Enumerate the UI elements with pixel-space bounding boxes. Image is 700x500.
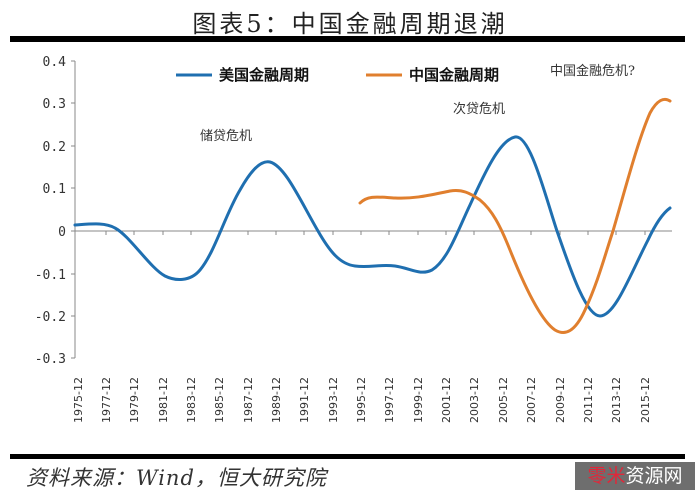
annotation-subprime-crisis: 次贷危机: [453, 101, 505, 117]
x-tick-label: 1983-12: [185, 377, 198, 423]
x-tick-label: 1985-12: [213, 377, 226, 423]
x-tick-label: 1979-12: [128, 377, 141, 423]
legend-label-us: 美国金融周期: [219, 66, 309, 84]
title-rule: [10, 36, 685, 42]
x-tick-label: 1999-12: [412, 377, 425, 423]
y-tick-label: 0.3: [43, 97, 66, 112]
watermark-white-text: 资源网: [625, 465, 683, 487]
y-axis-ticks: 0.4 0.3 0.2 0.1 0 -0.1 -0.2 -0.3: [35, 55, 75, 367]
x-tick-label: 2003-12: [468, 377, 481, 423]
y-tick-label: -0.1: [35, 268, 66, 283]
x-tick-label: 2011-12: [582, 377, 595, 423]
x-tick-label: 2005-12: [497, 377, 510, 423]
x-tick-label: 2015-12: [639, 377, 652, 423]
y-tick-label: -0.2: [35, 310, 66, 325]
legend-item-us: 美国金融周期: [176, 66, 309, 84]
chart-title: 图表5：中国金融周期退潮: [192, 10, 508, 38]
x-tick-label: 1995-12: [355, 377, 368, 423]
x-tick-label: 2013-12: [610, 377, 623, 423]
x-tick-label: 2001-12: [440, 377, 453, 423]
watermark-logo: 零米资源网: [575, 462, 695, 490]
watermark-red-text: 零米: [587, 465, 626, 487]
series-us-financial-cycle: [73, 135, 672, 318]
x-tick-label: 1997-12: [383, 377, 396, 423]
line-chart: 0.4 0.3 0.2 0.1 0 -0.1 -0.2 -0.3 1975-12: [35, 55, 672, 423]
y-tick-label: 0.4: [43, 55, 67, 70]
footer-rule: [10, 454, 685, 459]
legend-item-china: 中国金融周期: [366, 66, 499, 84]
y-tick-label: 0: [58, 225, 66, 240]
source-note: 资料来源：Wind，恒大研究院: [26, 466, 327, 490]
x-tick-label: 1993-12: [327, 377, 340, 423]
x-axis-ticks: [105, 231, 646, 235]
x-tick-label: 1977-12: [100, 377, 113, 423]
annotation-savings-loan-crisis: 储贷危机: [200, 129, 252, 144]
x-tick-label: 1991-12: [298, 377, 311, 423]
x-tick-label: 2007-12: [525, 377, 538, 423]
legend-label-china: 中国金融周期: [409, 66, 499, 84]
y-tick-label: 0.2: [43, 140, 66, 155]
series-china-financial-cycle: [358, 97, 672, 334]
x-tick-label: 1975-12: [72, 377, 85, 423]
annotation-china-crisis: 中国金融危机?: [550, 63, 635, 79]
x-tick-label: 2009-12: [554, 377, 567, 423]
x-tick-labels: 1975-12 1977-12 1979-12 1981-12 1983-12 …: [72, 377, 652, 423]
y-tick-label: -0.3: [35, 352, 66, 367]
x-tick-label: 1989-12: [270, 377, 283, 423]
y-tick-label: 0.1: [43, 182, 66, 197]
x-tick-label: 1987-12: [242, 377, 255, 423]
x-tick-label: 1981-12: [157, 377, 170, 423]
legend: 美国金融周期 中国金融周期: [176, 66, 499, 84]
